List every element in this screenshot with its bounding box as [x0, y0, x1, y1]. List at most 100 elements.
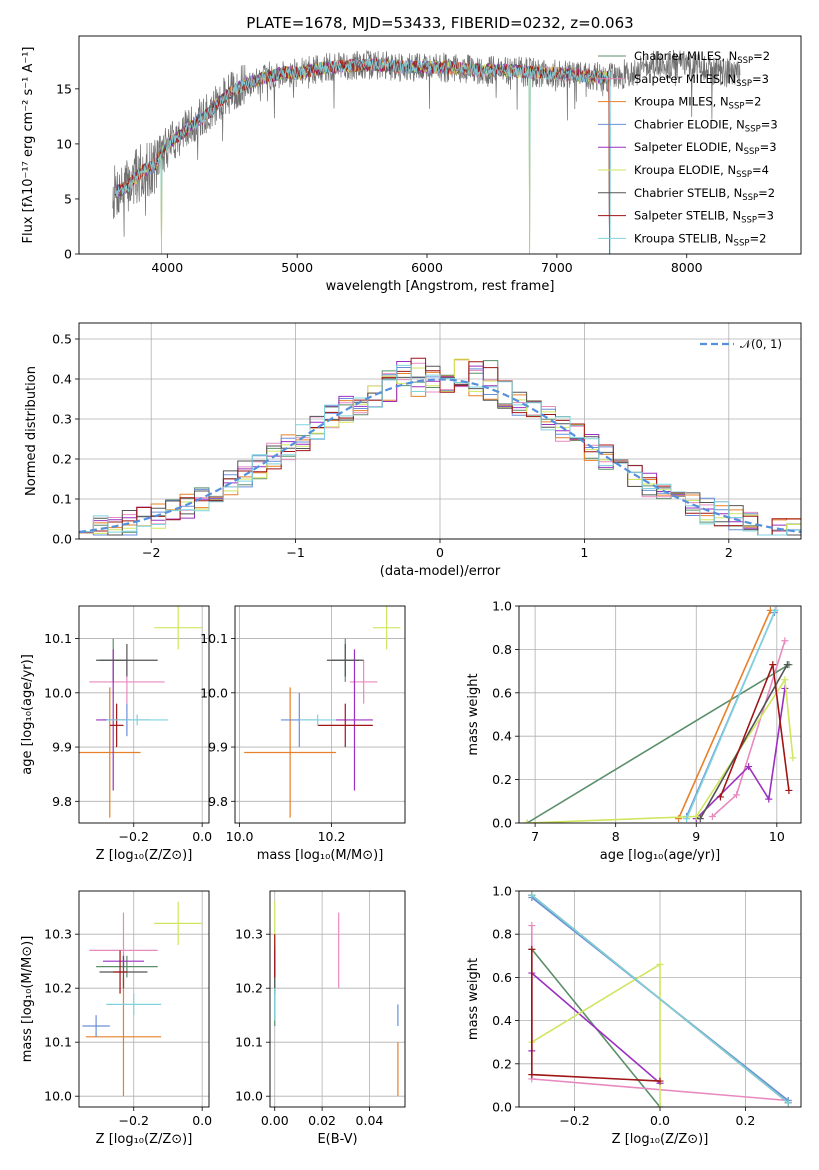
weight-marker	[656, 960, 664, 968]
spectrum-axes-marks	[112, 49, 741, 254]
histogram-kroupa-stelib	[79, 364, 801, 539]
y-tick-label: 0.4	[52, 372, 72, 387]
y-tick-label: 0.6	[492, 685, 512, 700]
weight-series-chabrier-stelib	[696, 661, 791, 823]
y-tick-label: 1.0	[492, 599, 512, 614]
x-tick-label: −0.2	[119, 829, 149, 844]
x-tick-label: 10.2	[318, 829, 346, 844]
x-axis-label: wavelength [Angstrom, rest frame]	[326, 279, 555, 294]
chart-title: PLATE=1678, MJD=53433, FIBERID=0232, z=0…	[246, 14, 633, 32]
y-tick-label: 0.0	[492, 816, 512, 831]
weight-marker	[769, 661, 777, 669]
spectrum-legend: Chabrier MILES, NSSP=2 Salpeter MILES, NS…	[598, 49, 778, 248]
y-tick-label: 9.9	[208, 740, 228, 755]
x-tick-label: 9	[692, 829, 700, 844]
mass-vs-z-axes: −0.2 0.0 10.0 10.1 10.2 10.3 Z [log₁₀(Z/Z⊙)] ma…	[20, 890, 212, 1147]
y-axis-label: age [log₁₀(age/yr)]	[20, 654, 35, 775]
x-tick-label: 10.0	[226, 829, 254, 844]
y-axis-label: mass [log₁₀(M/M⊙)]	[20, 936, 35, 1063]
weight-marker	[528, 1071, 536, 1079]
errorbar-salpeter-stelib	[317, 703, 373, 748]
y-tick-label: 9.8	[208, 794, 228, 809]
axes-frame	[269, 890, 406, 1108]
model-spectrum-salpeter-miles	[115, 57, 612, 254]
errorbar-kroupa-elodie	[154, 901, 203, 945]
y-axis-label: Flux [fλ10⁻¹⁷ erg cm⁻² s⁻¹ A⁻¹]	[21, 47, 36, 244]
errorbar-salpeter-stelib	[109, 703, 124, 748]
weight-marker	[745, 763, 753, 771]
model-spectrum-kroupa-miles	[115, 57, 612, 254]
weight-series-salpeter-stelib	[716, 661, 793, 801]
weight-series-kroupa-elodie	[523, 676, 797, 823]
y-tick-label: 0.0	[492, 1100, 512, 1115]
y-axis-label: mass weight	[466, 958, 481, 1040]
weight-series-salpeter-stelib	[528, 945, 664, 1085]
y-tick-label: 1.0	[492, 884, 512, 899]
x-axis-label: Z [log₁₀(Z/Z⊙)]	[96, 1132, 193, 1147]
x-tick-label: 0.04	[356, 1113, 384, 1128]
axes-frame	[518, 890, 802, 1108]
weight-marker	[783, 661, 791, 669]
x-tick-label: 0.00	[261, 1113, 289, 1128]
legend-entry: Kroupa MILES, NSSP=2	[634, 95, 761, 112]
weight-marker	[656, 1077, 664, 1085]
weight-marker	[733, 791, 741, 799]
x-tick-label: 0.02	[308, 1113, 336, 1128]
y-tick-label: 0.8	[492, 642, 512, 657]
x-tick-label: 0.0	[650, 1113, 670, 1128]
model-spectrum-chabrier-elodie	[115, 57, 612, 254]
legend-entry: Kroupa STELIB, NSSP=2	[634, 231, 766, 248]
x-axis-label: age [log₁₀(age/yr)]	[600, 848, 721, 863]
y-tick-label: 10.2	[44, 981, 72, 996]
x-tick-label: 8	[612, 829, 620, 844]
x-tick-label: −0.2	[559, 1113, 589, 1128]
y-tick-label: 0.5	[52, 332, 72, 347]
axes-frame	[518, 605, 802, 824]
y-tick-label: 15	[56, 81, 72, 96]
model-spectrum-salpeter-stelib	[115, 57, 612, 254]
model-spectrum-salpeter-elodie	[115, 57, 612, 254]
model-spectrum-kroupa-elodie	[115, 58, 612, 254]
weight-vs-z-axes: −0.2 0.0 0.2 0.0 0.2 0.4 0.6 0.8 1.0 Z [log₁₀(Z/Z…	[466, 884, 802, 1147]
x-tick-label: 8000	[671, 260, 703, 275]
x-tick-label: 6000	[411, 260, 443, 275]
weight-series-kroupa-elodie	[528, 960, 664, 1107]
axes-frame	[78, 605, 210, 824]
histogram-salpeter-stelib	[79, 357, 801, 539]
y-tick-label: 9.8	[52, 794, 72, 809]
weight-marker	[708, 812, 716, 820]
y-tick-label: 0.1	[52, 492, 72, 507]
x-tick-label: −0.2	[119, 1113, 149, 1128]
legend-entry: Chabrier ELODIE, NSSP=3	[634, 117, 778, 134]
weight-marker	[785, 786, 793, 794]
x-tick-label: 7000	[541, 260, 573, 275]
weight-vs-age-axes: 7 8 9 10 0.0 0.2 0.4 0.6 0.8 1.0 age [log₁₀(age/yr…	[466, 599, 802, 863]
errorbar-kroupa-miles	[85, 977, 162, 1097]
y-tick-label: 0.2	[492, 772, 512, 787]
x-axis-label: mass [log₁₀(M/M⊙)]	[257, 848, 384, 863]
weight-vs-z-axes-marks	[528, 891, 792, 1107]
y-tick-label: 0.0	[52, 532, 72, 547]
errorbar-kroupa-miles	[79, 687, 141, 818]
x-tick-label: 0.2	[736, 1113, 756, 1128]
x-tick-label: −1	[286, 545, 304, 560]
weight-marker	[523, 819, 531, 823]
weight-marker	[784, 1099, 792, 1107]
y-tick-label: 5	[64, 191, 72, 206]
y-tick-label: 10.1	[235, 1035, 263, 1050]
errorbar-kroupa-stelib	[106, 993, 162, 1016]
legend-entry: Kroupa ELODIE, NSSP=4	[634, 163, 769, 180]
axes-frame	[78, 35, 802, 255]
axes-frame	[78, 322, 802, 540]
weight-series-kroupa-stelib	[528, 891, 792, 1107]
y-axis-label: mass weight	[466, 673, 481, 755]
y-tick-label: 0.3	[52, 412, 72, 427]
y-tick-label: 0.2	[52, 452, 72, 467]
errorbar-chabrier-stelib	[326, 643, 364, 677]
weight-series-kroupa-stelib	[683, 606, 779, 823]
x-tick-label: 10	[769, 829, 785, 844]
weight-marker	[716, 793, 724, 801]
weight-marker	[675, 815, 683, 823]
legend-entry: Salpeter STELIB, NSSP=3	[634, 209, 774, 226]
